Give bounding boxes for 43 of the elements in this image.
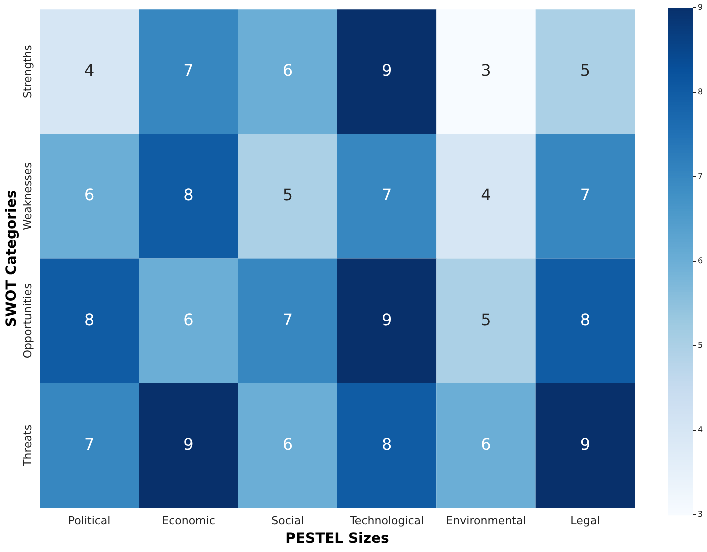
data-label: 9 (382, 310, 392, 330)
data-label: 7 (84, 434, 95, 454)
x-tick-label: Political (68, 514, 111, 528)
data-label: 6 (84, 186, 95, 205)
data-label: 7 (580, 186, 591, 205)
data-label: 9 (580, 434, 591, 454)
color-bar-label: 9 (698, 3, 704, 12)
data-label: 6 (481, 434, 492, 454)
x-tick-label: Legal (570, 514, 600, 528)
y-tick-label: Weaknesses (21, 162, 34, 230)
data-label: 7 (282, 310, 294, 330)
y-axis-title: SWOT Categories (4, 190, 20, 328)
x-tick-label: Technological (349, 514, 424, 528)
data-label: 8 (84, 310, 95, 330)
data-label: 6 (282, 434, 294, 454)
color-bar-label: 7 (698, 172, 704, 182)
x-tick-label: Environmental (446, 514, 526, 528)
color-bar-label: 4 (698, 426, 704, 435)
data-label: 6 (282, 61, 294, 80)
y-tick-label: Threats (21, 424, 34, 468)
x-tick-label: Social (272, 514, 304, 528)
data-label: 7 (382, 186, 392, 205)
data-label: 8 (382, 434, 392, 454)
data-label: 9 (184, 434, 194, 454)
data-label: 7 (184, 61, 194, 80)
color-bar-label: 3 (698, 510, 704, 520)
data-label: 5 (580, 61, 591, 80)
y-tick-label: Opportunities (21, 283, 34, 359)
data-label: 8 (580, 310, 591, 330)
color-bar-label: 5 (698, 341, 704, 350)
color-bar-label: 8 (698, 88, 704, 97)
data-label: 3 (481, 61, 492, 80)
x-tick-label: Economic (162, 514, 216, 528)
data-label: 5 (282, 186, 294, 205)
color-bar-label: 6 (698, 256, 704, 266)
data-label: 9 (382, 61, 392, 80)
data-label: 6 (184, 310, 194, 330)
y-tick-label: Strengths (21, 44, 34, 99)
x-axis-title: PESTEL Sizes (286, 531, 390, 548)
data-label: 4 (84, 61, 95, 80)
data-label: 8 (184, 186, 194, 205)
data-label: 4 (481, 186, 492, 205)
data-label: 5 (481, 310, 492, 330)
